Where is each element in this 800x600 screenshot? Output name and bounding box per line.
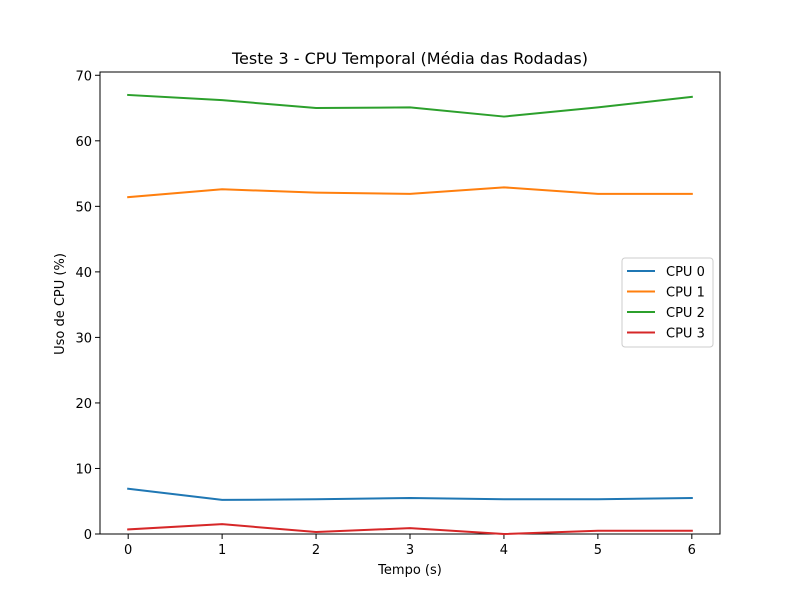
x-tick-label: 4 bbox=[500, 543, 508, 558]
legend-label-cpu-3: CPU 3 bbox=[666, 327, 705, 342]
x-tick-label: 0 bbox=[124, 543, 132, 558]
legend-label-cpu-2: CPU 2 bbox=[666, 306, 705, 321]
y-axis: 0 10 20 30 40 50 60 70 bbox=[75, 69, 100, 543]
y-tick-label: 30 bbox=[75, 331, 92, 346]
series-line-cpu-3 bbox=[127, 523, 693, 535]
y-axis-label: Uso de CPU (%) bbox=[53, 253, 68, 355]
legend-box bbox=[621, 257, 714, 348]
legend: CPU 0 CPU 1 CPU 2 CPU 3 bbox=[621, 257, 714, 348]
legend-label-cpu-0: CPU 0 bbox=[666, 265, 705, 280]
series-line-cpu-0 bbox=[127, 487, 693, 501]
x-tick-label: 2 bbox=[312, 543, 320, 558]
y-tick-label: 60 bbox=[75, 135, 92, 150]
y-tick-label: 10 bbox=[75, 462, 92, 477]
series-lines bbox=[127, 93, 693, 535]
series-line-cpu-2 bbox=[127, 93, 693, 118]
series-line-cpu-1 bbox=[127, 186, 693, 199]
legend-label-cpu-1: CPU 1 bbox=[666, 286, 705, 301]
x-axis: 0 1 2 3 4 5 6 bbox=[124, 534, 696, 558]
x-tick-label: 1 bbox=[218, 543, 226, 558]
x-axis-label: Tempo (s) bbox=[377, 563, 442, 578]
x-tick-label: 6 bbox=[688, 543, 696, 558]
y-tick-label: 20 bbox=[75, 397, 92, 412]
y-tick-label: 0 bbox=[84, 528, 92, 543]
x-tick-label: 3 bbox=[406, 543, 414, 558]
y-tick-label: 70 bbox=[75, 69, 92, 84]
y-tick-label: 40 bbox=[75, 266, 92, 281]
x-tick-label: 5 bbox=[594, 543, 602, 558]
y-tick-label: 50 bbox=[75, 200, 92, 215]
chart-title: Teste 3 - CPU Temporal (Média das Rodada… bbox=[231, 49, 588, 68]
